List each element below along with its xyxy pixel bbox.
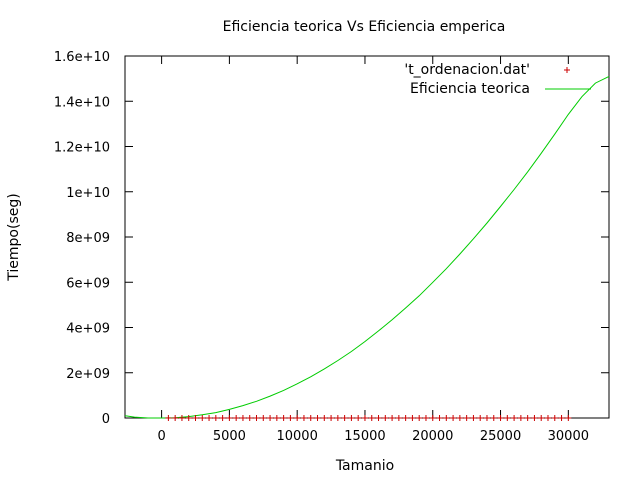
y-tick-label: 2e+09 xyxy=(66,367,110,382)
x-tick-label: 15000 xyxy=(344,429,385,444)
chart-title: Eficiencia teorica Vs Eficiencia emperic… xyxy=(223,19,506,35)
data-point xyxy=(219,415,226,421)
data-point xyxy=(470,415,477,421)
data-point xyxy=(382,415,389,421)
data-point xyxy=(538,415,545,421)
legend: 't_ordenacion.dat' Eficiencia teorica xyxy=(404,62,591,97)
data-point xyxy=(531,415,538,421)
data-point xyxy=(206,415,213,421)
data-point xyxy=(260,415,267,421)
data-point xyxy=(511,415,518,421)
x-tick-label: 20000 xyxy=(412,429,453,444)
y-tick-label: 0 xyxy=(102,412,110,427)
data-point xyxy=(212,415,219,421)
data-point xyxy=(239,415,246,421)
data-point xyxy=(361,415,368,421)
data-point xyxy=(558,415,565,421)
data-point xyxy=(389,415,396,421)
legend-plus-marker xyxy=(564,67,570,73)
data-point xyxy=(334,415,341,421)
x-axis-ticks: 0 5000 10000 15000 20000 25000 30000 xyxy=(157,56,589,444)
data-point xyxy=(267,415,274,421)
data-point xyxy=(355,415,362,421)
x-tick-label: 10000 xyxy=(276,429,317,444)
data-point xyxy=(477,415,484,421)
legend-label-line: Eficiencia teorica xyxy=(410,81,530,97)
data-point xyxy=(416,415,423,421)
y-tick-label: 4e+09 xyxy=(66,322,110,337)
data-point xyxy=(199,415,206,421)
data-point xyxy=(368,415,375,421)
legend-label-points: 't_ordenacion.dat' xyxy=(404,62,530,78)
data-point xyxy=(409,415,416,421)
y-tick-label: 8e+09 xyxy=(66,231,110,246)
data-point xyxy=(463,415,470,421)
data-point xyxy=(497,415,504,421)
y-tick-label: 6e+09 xyxy=(66,276,110,291)
data-point xyxy=(178,415,185,421)
x-tick-label: 30000 xyxy=(548,429,589,444)
y-tick-label: 1e+10 xyxy=(66,186,110,201)
data-point xyxy=(436,415,443,421)
y-tick-label: 1.2e+10 xyxy=(54,141,110,156)
data-point xyxy=(450,415,457,421)
data-point xyxy=(341,415,348,421)
data-point xyxy=(233,415,240,421)
data-point xyxy=(307,415,314,421)
data-point xyxy=(490,415,497,421)
data-point xyxy=(544,415,551,421)
x-tick-label: 5000 xyxy=(213,429,246,444)
x-tick-label: 25000 xyxy=(480,429,521,444)
data-point xyxy=(395,415,402,421)
y-axis-title: Tiempo(seg) xyxy=(6,193,22,281)
data-point xyxy=(226,415,233,421)
data-point xyxy=(565,415,572,421)
y-tick-label: 1.6e+10 xyxy=(54,50,110,65)
data-point xyxy=(422,415,429,421)
data-point xyxy=(456,415,463,421)
data-point xyxy=(321,415,328,421)
data-point xyxy=(300,415,307,421)
x-tick-label: 0 xyxy=(157,429,165,444)
data-point xyxy=(348,415,355,421)
data-point xyxy=(314,415,321,421)
data-point xyxy=(524,415,531,421)
data-point xyxy=(246,415,253,421)
data-point xyxy=(402,415,409,421)
x-axis-title: Tamanio xyxy=(335,458,394,474)
data-point xyxy=(551,415,558,421)
y-axis-ticks: 0 2e+09 4e+09 6e+09 8e+09 1e+10 1.2e+10 1.4e+10… xyxy=(54,50,609,427)
data-point xyxy=(294,415,301,421)
data-point xyxy=(172,415,179,421)
series-line-eficiencia-teorica xyxy=(124,75,610,419)
data-point xyxy=(165,415,172,421)
data-point xyxy=(375,415,382,421)
data-point xyxy=(429,415,436,421)
data-point xyxy=(273,415,280,421)
plot-area xyxy=(124,75,610,421)
data-point xyxy=(192,415,199,421)
data-point xyxy=(287,415,294,421)
data-point xyxy=(280,415,287,421)
legend-marker-points xyxy=(564,67,570,73)
y-tick-label: 1.4e+10 xyxy=(54,95,110,110)
data-point xyxy=(504,415,511,421)
data-point xyxy=(185,415,192,421)
data-point xyxy=(328,415,335,421)
data-point xyxy=(443,415,450,421)
data-point xyxy=(517,415,524,421)
data-point xyxy=(253,415,260,421)
data-point xyxy=(483,415,490,421)
